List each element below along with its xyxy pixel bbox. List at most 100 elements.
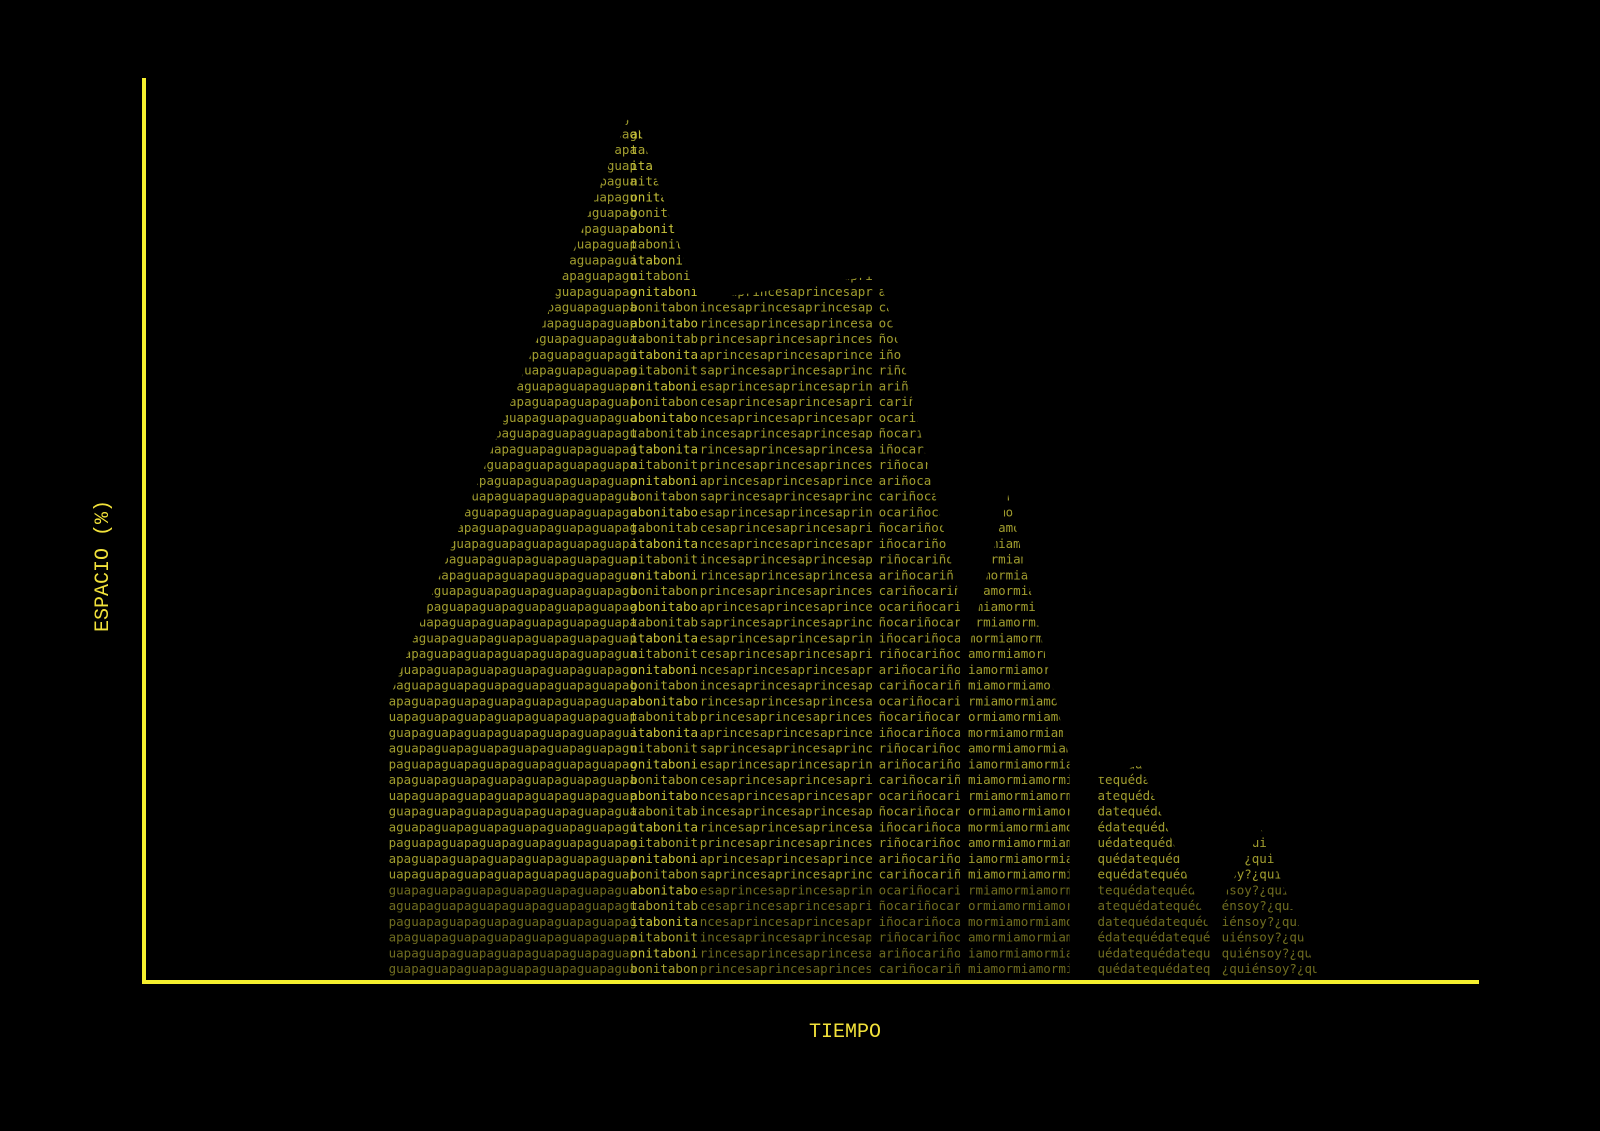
area-text-row: miamormiamormi xyxy=(968,961,1073,976)
area-text-row: ocariñocari xyxy=(879,410,962,425)
area-text-row: uapaguapaguapaguapaguapaguapaguap xyxy=(389,158,637,173)
area-text-row: nitabonita xyxy=(630,741,705,756)
area-text-row: ormiamormiamor xyxy=(968,615,1074,630)
area-text-row: rmiamormiamorm xyxy=(968,504,1073,519)
area-text-row: tabonitabo xyxy=(630,237,705,252)
area-text-row: princesaprincesaprinces xyxy=(700,457,873,472)
area-text-row: iamormiamormia xyxy=(968,567,1073,582)
area-series-3: cariñocariñariñocariñoriñocariñociñocari… xyxy=(879,252,962,976)
area-text-row: onitabonit xyxy=(630,945,705,960)
area-text-row: ñocariñocar xyxy=(879,426,962,441)
area-text-row: iñocariñoca xyxy=(879,725,962,740)
area-text-row: iñocariñoca xyxy=(879,252,962,267)
text-areas: guapaguapaguapaguapaguapaguapaguauapagua… xyxy=(389,95,1318,976)
area-text-row: cariñocariñ xyxy=(879,678,962,693)
area-text-row: esaprincesaprincesaprin xyxy=(700,378,873,393)
area-text-row: aguapaguapaguapaguapaguapaguapagu xyxy=(389,741,637,756)
area-text-row: cariñocariñ xyxy=(879,961,962,976)
area-text-row: paguapaguapaguapaguapaguapaguapag xyxy=(389,520,637,535)
area-text-row: incesaprincesaprincesap xyxy=(700,300,873,315)
area-text-row: onitabonit xyxy=(630,662,705,677)
area-text-row: ormiamormiamor xyxy=(968,520,1074,535)
area-text-row: iñocariñoca xyxy=(879,819,962,834)
area-text-row: rmiamormiamorm xyxy=(968,693,1073,708)
area-text-row: itabonitab xyxy=(630,441,705,456)
area-text-row: aguapaguapaguapaguapaguapaguapagu xyxy=(389,504,637,519)
area-text-row: riñocariñoc xyxy=(879,268,962,283)
area-text-row: bonitaboni xyxy=(630,205,705,220)
area-text-row: uapaguapaguapaguapaguapaguapaguap xyxy=(389,473,637,488)
area-text-row: cesaprincesaprincesapri xyxy=(700,772,873,787)
area-series-1: guapaguapaguapaguapaguapaguapaguauapagua… xyxy=(389,95,705,976)
area-text-row: apaguapaguapaguapaguapaguapaguapa xyxy=(389,772,637,787)
area-text-row: aprincesaprincesaprince xyxy=(700,473,873,488)
area-text-row: ormiamormiamor xyxy=(968,709,1074,724)
area-text-row: princesaprincesaprinces xyxy=(700,835,873,850)
area-text-row: ariñocariño xyxy=(879,567,962,582)
area-text-row: apaguapaguapaguapaguapaguapaguapa xyxy=(389,378,637,393)
area-text-row: guapaguapaguapaguapaguapaguapagua xyxy=(389,331,637,346)
area-text-row: ñocariñocar xyxy=(879,898,962,913)
area-text-row: cariñocariñ xyxy=(879,489,962,504)
area-text-row: mormiamormiamo xyxy=(968,914,1073,929)
area-text-row: ñocariñocar xyxy=(879,520,962,535)
area-text-row: ormiamormiamor xyxy=(968,898,1074,913)
area-text-row: ocariñocari xyxy=(879,788,962,803)
area-text-row: iñocariñoca xyxy=(879,347,962,362)
area-text-row: aguapaguapaguapaguapaguapaguapagu xyxy=(389,347,637,362)
area-text-row: apaguapaguapaguapaguapaguapaguapa xyxy=(389,851,637,866)
area-text-row: ñocariñocar xyxy=(879,331,962,346)
area-text-row: nitabonita xyxy=(630,457,705,472)
area-text-row: édatequédatequé xyxy=(1098,819,1211,834)
area-text-row: abonitabon xyxy=(630,882,705,897)
area-text-row: nitabonita xyxy=(630,363,705,378)
area-text-row: cesaprincesaprincesapri xyxy=(700,646,873,661)
area-text-row: cariñocariñ xyxy=(879,772,962,787)
area-text-row: bonitaboni xyxy=(630,111,705,126)
area-text-row: guapaguapaguapaguapaguapaguapagua xyxy=(389,646,637,661)
area-text-row: ocariñocari xyxy=(879,315,962,330)
area-text-row: tabonitabo xyxy=(630,615,705,630)
area-text-row: apaguapaguapaguapaguapaguapaguapa xyxy=(389,221,637,236)
area-text-row: aprincesaprincesaprince xyxy=(700,347,873,362)
area-text-row: uapaguapaguapaguapaguapaguapaguap xyxy=(389,630,637,645)
area-text-row: miamormiamormi xyxy=(968,489,1073,504)
area-text-row: rincesaprincesaprincesa xyxy=(700,693,873,708)
area-text-row: onitabonit xyxy=(630,95,705,110)
area-text-row: riñocariñoc xyxy=(879,552,962,567)
area-text-row: bonitaboni xyxy=(630,300,705,315)
area-text-row: uapaguapaguapaguapaguapaguapaguap xyxy=(389,552,637,567)
area-text-row: riñocariñoc xyxy=(879,363,962,378)
area-text-row: iñocariñoca xyxy=(879,441,962,456)
area-text-row: ariñocariño xyxy=(879,473,962,488)
area-text-row: paguapaguapaguapaguapaguapaguapag xyxy=(389,284,637,299)
area-text-row: equédatequédate xyxy=(1098,867,1211,882)
area-text-row: tabonitabo xyxy=(630,426,705,441)
area-text-row: guapaguapaguapaguapaguapaguapagua xyxy=(389,174,637,189)
area-text-row: esaprincesaprincesaprin xyxy=(700,882,873,897)
x-axis-label: TIEMPO xyxy=(809,1021,881,1044)
area-text-row: abonitabon xyxy=(630,315,705,330)
area-text-row: ncesaprincesaprincesapr xyxy=(700,410,874,425)
area-text-row: tequédatequédat xyxy=(1098,772,1211,787)
area-text-row: miamormiamormi xyxy=(968,867,1073,882)
area-text-row: amormiamormiam xyxy=(968,835,1073,850)
area-text-row: saprincesaprincesaprinc xyxy=(700,363,873,378)
area-text-row: apaguapaguapaguapaguapaguapaguapa xyxy=(389,142,637,157)
area-series-6: ¿quiénsoy?¿ququiénsoy?¿quiuiénsoy?¿quiéi… xyxy=(1222,830,1318,976)
area-text-row: uapaguapaguapaguapaguapaguapaguap xyxy=(389,709,637,724)
area-text-row: iñocariñoca xyxy=(879,914,962,929)
area-text-row: mormiamormiamo xyxy=(968,819,1073,834)
area-text-row: aguapaguapaguapaguapaguapaguapagu xyxy=(389,898,637,913)
area-text-row: princesaprincesaprinces xyxy=(700,331,873,346)
area-text-row: tabonitabo xyxy=(630,520,705,535)
area-text-row: ocariñocari xyxy=(879,882,962,897)
area-text-row: rincesaprincesaprincesa xyxy=(700,819,873,834)
area-text-row: uédatequédatequ xyxy=(1098,945,1211,960)
area-text-row: itabonitab xyxy=(630,914,705,929)
area-text-row: itabonitab xyxy=(630,630,705,645)
area-text-row: guapaguapaguapaguapaguapaguapagua xyxy=(389,882,637,897)
area-text-row: nitabonita xyxy=(630,930,705,945)
area-text-row: amormiamormiam xyxy=(968,741,1073,756)
